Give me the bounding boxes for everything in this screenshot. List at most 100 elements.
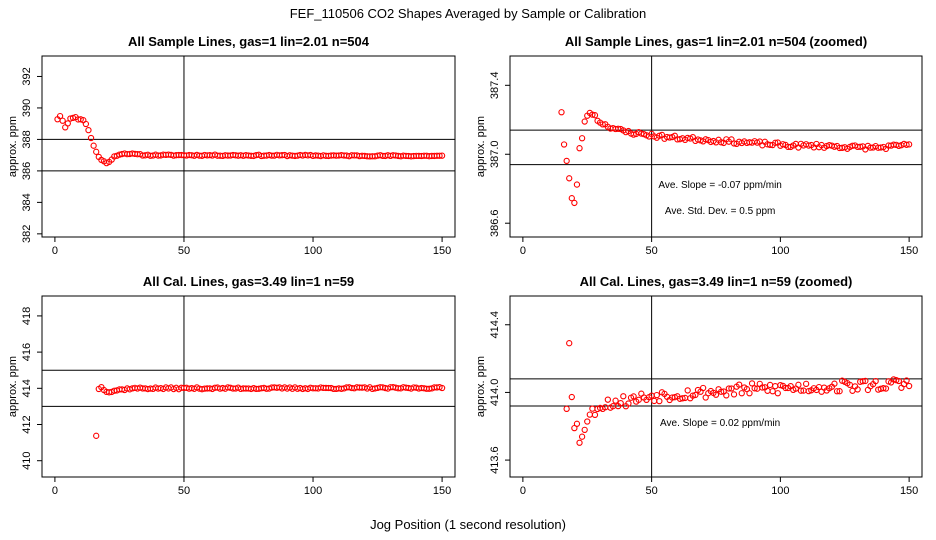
data-point (679, 395, 686, 402)
panel-top-left: All Sample Lines, gas=1 lin=2.01 n=504 0 5… (7, 34, 456, 257)
x-tick-label: 150 (900, 485, 918, 497)
data-point (563, 405, 570, 412)
data-point (82, 120, 90, 128)
data-point (880, 385, 887, 392)
y-axis-label: approx. ppm (475, 356, 487, 417)
data-point (718, 388, 725, 395)
panel-bottom-left: All Cal. Lines, gas=3.49 lin=1 n=59 0 50 10… (7, 274, 456, 497)
y-tick-label: 386.6 (489, 209, 501, 237)
x-tick-label: 0 (520, 245, 526, 257)
data-point (746, 390, 753, 397)
data-point (718, 139, 725, 146)
data-point (578, 135, 586, 142)
data-point (905, 382, 913, 390)
y-tick-label: 414.0 (489, 379, 501, 407)
data-point (591, 112, 599, 119)
data-point (436, 152, 443, 159)
data-point (563, 157, 570, 165)
y-tick-label: 384 (21, 193, 33, 211)
data-point (723, 392, 730, 399)
data-point (438, 384, 446, 392)
data-point (591, 411, 599, 419)
data-point (584, 418, 591, 425)
data-point (656, 397, 663, 405)
data-point (882, 385, 890, 392)
data-point (736, 381, 743, 388)
y-axis-label: approx. ppm (7, 356, 19, 417)
data-point (905, 141, 913, 148)
chart-title: All Cal. Lines, gas=3.49 lin=1 n=59 (zoo… (580, 274, 853, 289)
data-point (859, 378, 866, 385)
data-point (438, 152, 446, 159)
data-point (862, 377, 869, 385)
y-tick-label: 413.6 (489, 446, 501, 474)
data-point (612, 397, 619, 404)
data-point (93, 148, 100, 155)
data-point (903, 377, 910, 384)
figure-xlabel: Jog Position (1 second resolution) (370, 517, 566, 532)
data-point (689, 392, 696, 399)
x-tick-label: 50 (646, 485, 658, 497)
data-point (684, 387, 691, 394)
chart-title: All Sample Lines, gas=1 lin=2.01 n=504 (… (565, 34, 867, 49)
figure-title: FEF_110506 CO2 Shapes Averaged by Sample… (290, 6, 647, 21)
x-tick-label: 0 (520, 485, 526, 497)
x-tick-label: 100 (771, 245, 789, 257)
data-point (93, 432, 100, 439)
data-point (766, 381, 774, 389)
y-tick-label: 414.4 (489, 311, 501, 339)
data-point (795, 381, 802, 388)
x-tick-label: 0 (52, 485, 58, 497)
data-point (651, 397, 658, 405)
y-tick-label: 412 (21, 415, 33, 433)
data-point (836, 388, 843, 395)
y-tick-label: 387.4 (489, 72, 501, 100)
annotation: Ave. Slope = -0.07 ppm/min (658, 180, 782, 191)
x-tick-label: 0 (52, 245, 58, 257)
data-point (566, 175, 573, 182)
data-point (738, 390, 745, 397)
data-point (895, 377, 902, 385)
data-point (772, 383, 779, 390)
plot-frame (509, 55, 923, 238)
data-point (772, 139, 779, 146)
data-point (589, 111, 596, 118)
chart-title: All Cal. Lines, gas=3.49 lin=1 n=59 (143, 274, 354, 289)
data-point (59, 117, 66, 124)
data-point (777, 381, 784, 389)
data-point (898, 384, 905, 391)
data-point (617, 400, 624, 407)
x-tick-label: 100 (304, 245, 322, 257)
data-point (854, 386, 861, 393)
data-point (573, 420, 581, 427)
data-point (725, 385, 733, 392)
data-point (578, 433, 586, 440)
y-tick-label: 410 (21, 452, 33, 470)
data-point (581, 118, 588, 125)
data-point (589, 405, 596, 412)
data-point (64, 120, 71, 127)
data-point (872, 377, 879, 385)
plot-frame (509, 295, 923, 478)
data-point (558, 109, 565, 116)
data-point (712, 391, 720, 398)
data-point (56, 112, 64, 120)
data-point (766, 141, 774, 148)
data-point (620, 393, 627, 400)
y-tick-label: 390 (21, 99, 33, 117)
panel-bottom-right: All Cal. Lines, gas=3.49 lin=1 n=59 (zoo… (475, 274, 923, 497)
data-point (699, 384, 707, 392)
data-point (566, 340, 573, 347)
data-point (576, 439, 583, 446)
y-tick-label: 382 (21, 225, 33, 243)
y-axis-label: approx. ppm (475, 116, 487, 177)
data-point (568, 195, 575, 202)
data-point (87, 134, 95, 142)
x-tick-label: 150 (433, 485, 451, 497)
data-point (903, 141, 910, 148)
data-point (895, 142, 902, 150)
data-point (599, 121, 606, 128)
data-point (774, 390, 781, 397)
data-point (630, 393, 637, 400)
plot-frame (41, 295, 456, 478)
